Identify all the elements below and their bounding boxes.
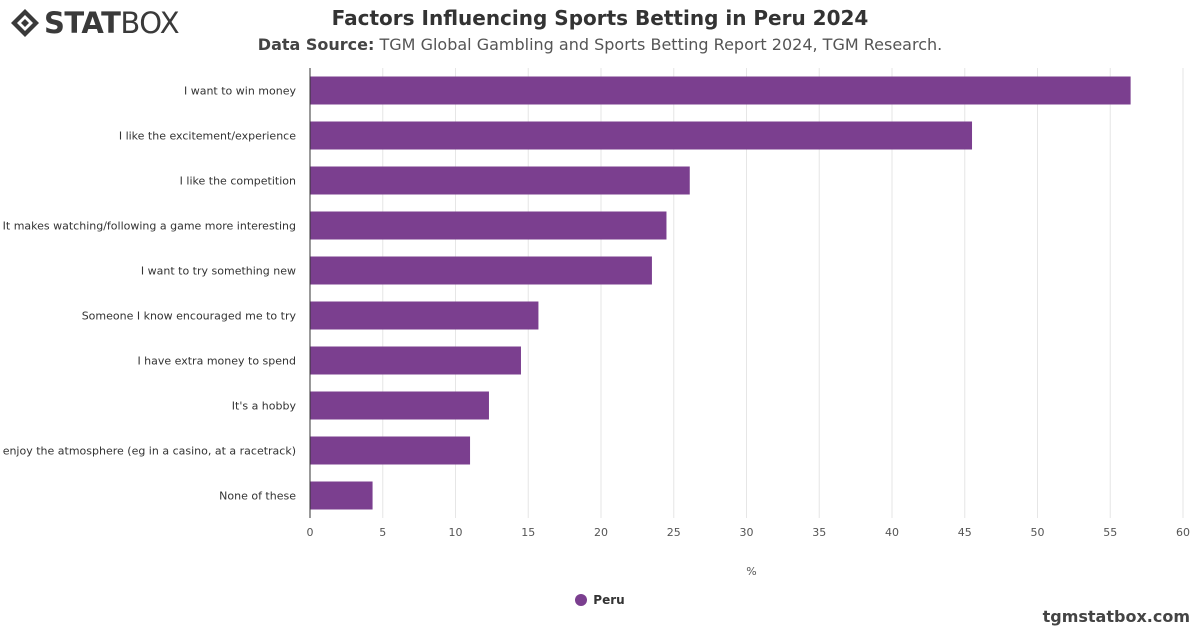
logo-text: STATBOX <box>44 6 180 40</box>
logo-text-box: BOX <box>120 6 180 40</box>
bar <box>310 211 667 240</box>
bar <box>310 436 471 465</box>
bar <box>310 166 690 195</box>
legend[interactable]: Peru <box>0 593 1200 607</box>
logo-text-stat: STAT <box>44 6 121 40</box>
category-label: I like the competition <box>180 175 296 188</box>
category-label: I like the excitement/experience <box>119 130 296 143</box>
x-tick-label: 20 <box>594 526 608 539</box>
x-tick-label: 0 <box>307 526 314 539</box>
x-tick-label: 50 <box>1031 526 1045 539</box>
legend-label-peru: Peru <box>593 593 625 607</box>
category-label: It's a hobby <box>232 400 297 413</box>
diamond-logo-icon <box>11 9 39 37</box>
x-tick-label: 10 <box>449 526 463 539</box>
category-label: It makes watching/following a game more … <box>3 220 296 233</box>
category-label: I want to win money <box>184 85 297 98</box>
x-tick-label: 25 <box>667 526 681 539</box>
bar <box>310 121 973 150</box>
category-label: I want to try something new <box>141 265 296 278</box>
category-label: Someone I know encouraged me to try <box>82 310 297 323</box>
x-tick-label: 5 <box>379 526 386 539</box>
x-axis-title: % <box>746 565 756 578</box>
subtitle-prefix: Data Source: <box>257 35 375 54</box>
category-label: I enjoy the atmosphere (eg in a casino, … <box>0 445 296 458</box>
statbox-logo: STATBOX <box>10 6 180 40</box>
x-tick-label: 15 <box>521 526 535 539</box>
chart-subtitle: Data Source: TGM Global Gambling and Spo… <box>0 34 1200 56</box>
chart-header: Factors Influencing Sports Betting in Pe… <box>0 5 1200 56</box>
bar <box>310 301 539 330</box>
bar <box>310 481 373 510</box>
x-tick-label: 40 <box>885 526 899 539</box>
x-tick-label: 60 <box>1176 526 1190 539</box>
category-label: None of these <box>219 490 296 503</box>
bar <box>310 256 652 285</box>
site-url[interactable]: tgmstatbox.com <box>1042 607 1190 626</box>
bar <box>310 76 1131 105</box>
x-tick-label: 45 <box>958 526 972 539</box>
x-tick-label: 30 <box>740 526 754 539</box>
x-tick-label: 55 <box>1103 526 1117 539</box>
chart-title: Factors Influencing Sports Betting in Pe… <box>331 6 869 30</box>
x-tick-label: 35 <box>812 526 826 539</box>
category-label: I have extra money to spend <box>137 355 296 368</box>
legend-marker <box>575 594 588 606</box>
bar <box>310 391 489 420</box>
bar <box>310 346 521 375</box>
subtitle-source: TGM Global Gambling and Sports Betting R… <box>379 35 943 54</box>
